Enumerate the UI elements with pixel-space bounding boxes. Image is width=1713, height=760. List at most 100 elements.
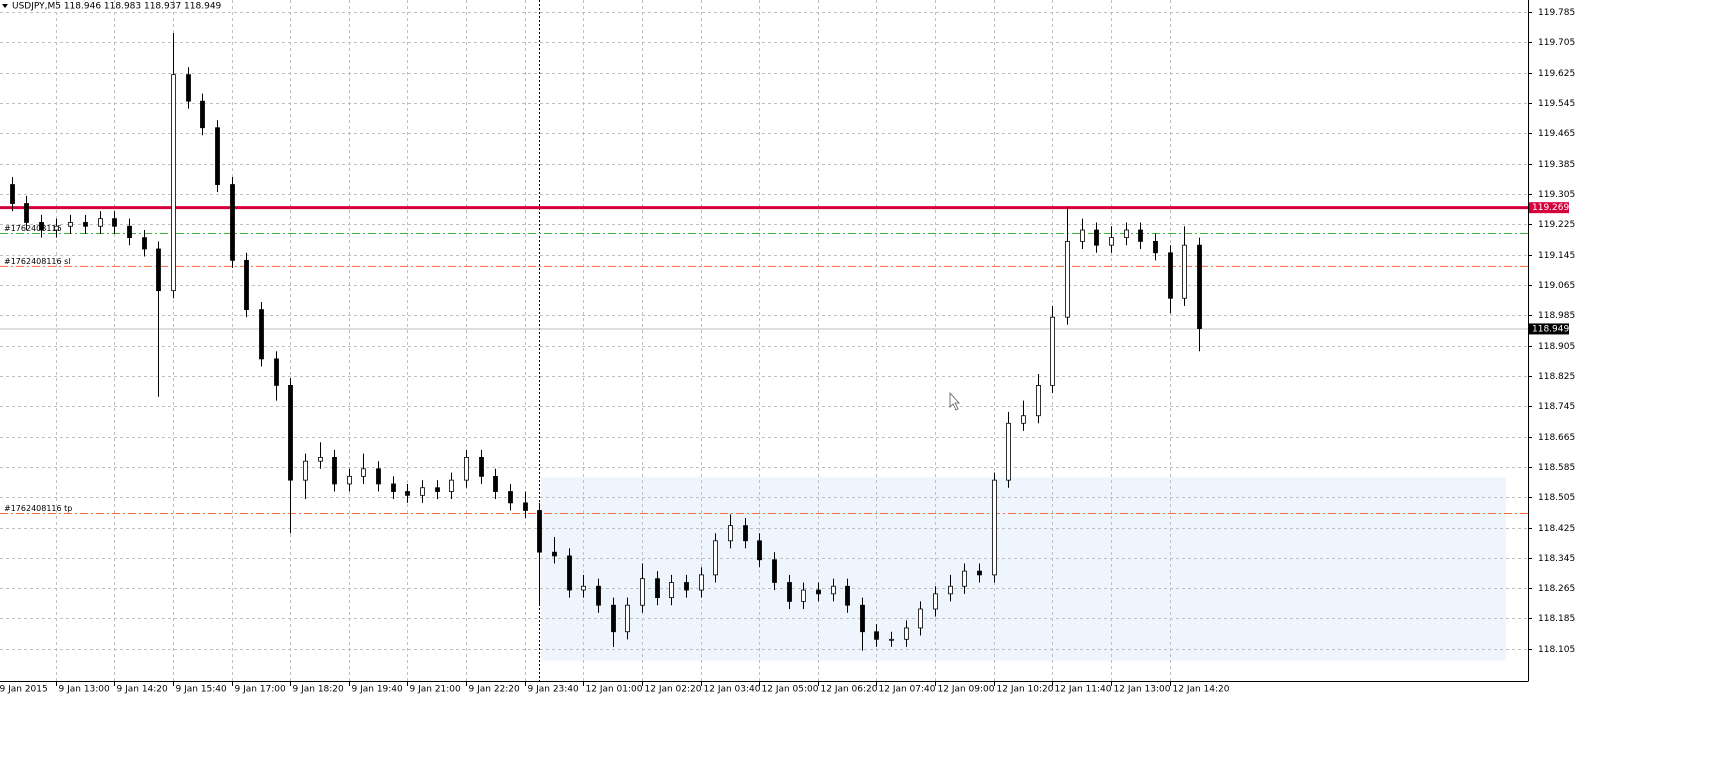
candle-body [1036, 385, 1041, 417]
candle-body [347, 475, 352, 485]
y-tick-label: 119.465 [1538, 129, 1575, 139]
candle-body [1021, 415, 1026, 424]
candle-body [24, 203, 29, 223]
y-tick-label: 118.585 [1538, 463, 1575, 473]
y-tick-label: 118.665 [1538, 433, 1575, 443]
candle-body [1080, 229, 1085, 242]
candle-body [244, 259, 249, 311]
candle-body [860, 604, 865, 633]
y-tick-label: 118.825 [1538, 372, 1575, 382]
candle-body [318, 457, 323, 462]
candle-body [611, 604, 616, 633]
candle-body [684, 582, 689, 591]
candle-body [552, 551, 557, 557]
candle-body [596, 585, 601, 606]
candle-body [303, 460, 308, 481]
level-label: #1762408116 [4, 224, 62, 233]
price-tag-label: 119.269 [1532, 203, 1569, 213]
candle-body [230, 184, 235, 261]
candle-body [259, 309, 264, 360]
candle-body [112, 218, 117, 227]
candle-body [83, 222, 88, 227]
candle-body [625, 604, 630, 633]
y-tick-label: 119.705 [1538, 38, 1575, 48]
candle-body [1168, 252, 1173, 299]
candle-body [332, 457, 337, 485]
level-label: #1762408116 sl [4, 257, 71, 266]
candle-body [68, 222, 73, 227]
y-tick-label: 118.505 [1538, 493, 1575, 503]
candle-body [699, 574, 704, 591]
y-tick-label: 119.145 [1538, 251, 1575, 261]
x-tick-label: 12 Jan 14:20 [1173, 685, 1230, 695]
mouse-cursor [949, 391, 960, 411]
candle-body [567, 555, 572, 591]
y-tick-label: 119.625 [1538, 69, 1575, 79]
chart-title: USDJPY,M5 118.946 118.983 118.937 118.94… [12, 2, 222, 12]
candle-body [523, 502, 528, 511]
candle-body [200, 100, 205, 129]
candle-body [640, 578, 645, 606]
y-tick-label: 119.225 [1538, 220, 1575, 230]
candle-body [376, 468, 381, 485]
x-tick-label: 9 Jan 13:00 [59, 685, 111, 695]
price-tag [1529, 323, 1569, 335]
candle-body [449, 479, 454, 492]
y-tick-label: 118.425 [1538, 524, 1575, 534]
y-tick-label: 119.305 [1538, 190, 1575, 200]
candle-body [787, 582, 792, 602]
y-tick-label: 119.065 [1538, 281, 1575, 291]
price-tag-label: 118.949 [1532, 324, 1569, 334]
candle-body [669, 582, 674, 599]
candle-body [10, 184, 15, 204]
candle-body [98, 218, 103, 227]
x-tick-label: 12 Jan 09:00 [938, 685, 995, 695]
candle-body [772, 559, 777, 583]
candle-body [904, 627, 909, 640]
candle-body [992, 479, 997, 576]
candle-body [933, 593, 938, 610]
candle-body [1197, 244, 1202, 329]
candle-body [127, 225, 132, 239]
candle-body [537, 510, 542, 553]
candle-body [728, 525, 733, 542]
candle-body [948, 585, 953, 595]
candle-body [54, 225, 59, 231]
candle-body [493, 475, 498, 492]
candle-body [405, 491, 410, 496]
candle-body [391, 483, 396, 492]
candle-body [479, 457, 484, 477]
y-tick-label: 118.985 [1538, 311, 1575, 321]
x-tick-label: 12 Jan 10:20 [997, 685, 1054, 695]
candle-body [142, 237, 147, 250]
x-tick-label: 9 Jan 15:40 [176, 685, 228, 695]
y-tick-label: 118.905 [1538, 342, 1575, 352]
y-tick-label: 118.185 [1538, 614, 1575, 624]
candle-body [1124, 229, 1129, 239]
x-tick-label: 9 Jan 21:00 [410, 685, 462, 695]
candle-body [977, 570, 982, 576]
candle-body [1182, 244, 1187, 299]
candle-body [1065, 241, 1070, 318]
candle-body [757, 540, 762, 561]
candle-body [420, 487, 425, 496]
y-tick-label: 118.265 [1538, 584, 1575, 594]
y-tick-label: 119.785 [1538, 8, 1575, 18]
x-tick-label: 12 Jan 05:00 [762, 685, 819, 695]
candle-body [962, 570, 967, 587]
x-tick-label: 9 Jan 17:00 [235, 685, 287, 695]
x-tick-label: 12 Jan 06:20 [821, 685, 878, 695]
x-tick-label: 9 Jan 2015 [0, 685, 48, 695]
x-tick-label: 9 Jan 19:40 [352, 685, 404, 695]
price-zone [541, 477, 1507, 661]
candle-body [156, 248, 161, 292]
x-tick-label: 12 Jan 01:00 [586, 685, 643, 695]
y-tick-label: 118.345 [1538, 554, 1575, 564]
plot-area: #1762408116 #1762408116 sl #1762408116 tp [0, 0, 1528, 681]
candle-body [889, 638, 894, 641]
x-tick-label: 9 Jan 14:20 [117, 685, 169, 695]
menu-arrow[interactable] [2, 4, 8, 8]
candle-body [1109, 237, 1114, 246]
candle-body [713, 540, 718, 576]
